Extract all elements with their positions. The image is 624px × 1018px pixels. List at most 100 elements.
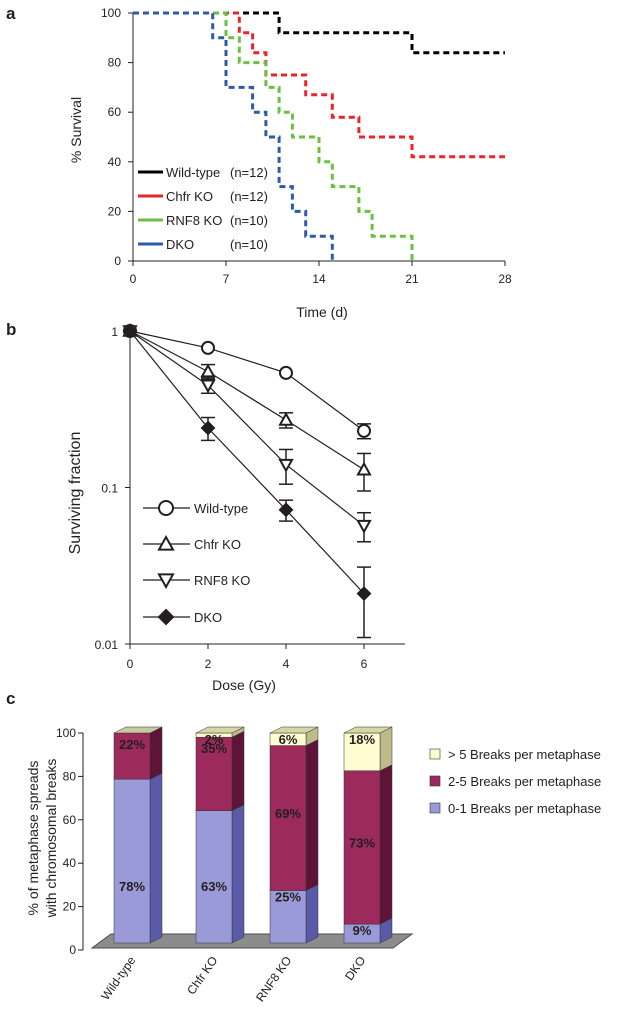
sf-legend-marker-rnf8-ko [157, 573, 175, 590]
breaks-y-tick-label: 20 [63, 900, 77, 914]
sf-x-tick-label: 6 [361, 657, 368, 671]
breaks-y-tick-label: 40 [63, 856, 77, 870]
breaks-pct-label: 22% [119, 737, 145, 752]
sf-point-dko [356, 586, 372, 601]
survival-legend-label: RNF8 KO [166, 213, 222, 228]
sf-x-tick-label: 0 [127, 657, 134, 671]
sf-y-title: Surviving fraction [67, 432, 84, 555]
breaks-floor [90, 933, 414, 949]
panel-b-letter: b [6, 320, 16, 339]
breaks-bar-top [343, 726, 393, 734]
sf-legend-marker-chfr-ko [157, 534, 175, 551]
survival-x-tick-label: 14 [312, 272, 326, 286]
survival-legend-n: (n=12) [230, 189, 268, 204]
survival-y-tick-label: 0 [114, 254, 121, 268]
survival-x-tick-label: 28 [498, 272, 512, 286]
sf-legend-label: Chfr KO [194, 537, 241, 552]
survival-x-tick-label: 0 [130, 272, 137, 286]
survival-y-tick-label: 40 [108, 155, 122, 169]
sf-line-rnf8-ko [129, 330, 365, 527]
breaks-bar-top [113, 726, 163, 734]
chromosomal-breaks-chart: 0 20 40 60 80 100 78% 22% 63% 35%2% 25% 69% 6% 9% 73%… [25, 726, 601, 1004]
breaks-legend-label: 2-5 Breaks per metaphase [448, 774, 601, 789]
breaks-legend-swatch-5-breaks-per-metaphase [429, 748, 441, 760]
breaks-y-tick-label: 100 [56, 726, 76, 740]
sf-point-dko [122, 323, 138, 339]
sf-legend-label: DKO [194, 610, 222, 625]
breaks-bar-side-0-1-breaks-per-metaphase [305, 884, 319, 944]
breaks-category-label: DKO [342, 954, 368, 983]
breaks-y-tick-label: 80 [63, 769, 77, 783]
breaks-pct-label: 18% [349, 732, 375, 747]
sf-legend-label: RNF8 KO [194, 573, 250, 588]
breaks-pct-label: 2% [205, 732, 224, 747]
sf-point-wild-type [357, 423, 371, 438]
survival-line-wild-type [133, 11, 505, 55]
sf-line-chfr-ko [129, 330, 365, 471]
breaks-legend-swatch-0-1-breaks-per-metaphase [429, 802, 441, 814]
breaks-bar-side-0-1-breaks-per-metaphase [231, 804, 245, 944]
survival-line-dko [133, 11, 334, 261]
breaks-category-label: Wild-type [98, 953, 138, 1002]
breaks-bar-chfr-ko-0-1-breaks-per-metaphase [195, 810, 233, 944]
sf-y-tick-label: 0.1 [101, 482, 118, 496]
sf-point-chfr-ko [200, 363, 216, 378]
sf-point-chfr-ko [278, 411, 294, 426]
breaks-category-label: RNF8 KO [253, 954, 294, 1005]
survival-legend-n: (n=10) [230, 213, 268, 228]
breaks-y-title-line1: % of metaphase spreads [25, 761, 41, 916]
survival-legend-label: Wild-type [166, 165, 220, 180]
survival-y-title: % Survival [68, 97, 84, 163]
survival-legend-n: (n=10) [230, 237, 268, 252]
survival-x-title: Time (d) [296, 304, 348, 320]
breaks-bar-side-2-5-breaks-per-metaphase [231, 730, 245, 812]
breaks-bar-side-5-breaks-per-metaphase [379, 726, 393, 772]
survival-y-tick-label: 80 [108, 56, 122, 70]
survival-line-rnf8-ko [133, 11, 414, 261]
sf-point-dko [278, 502, 294, 518]
sf-y-tick-label: 0.01 [95, 638, 119, 652]
panel-c-letter: c [6, 689, 15, 708]
sf-line-wild-type [129, 330, 365, 432]
panel-a-letter: a [6, 4, 16, 23]
sf-point-dko [200, 420, 216, 436]
sf-point-chfr-ko [356, 461, 372, 476]
sf-point-rnf8-ko [200, 379, 216, 394]
survival-legend-n: (n=12) [230, 165, 268, 180]
breaks-legend-label: > 5 Breaks per metaphase [448, 747, 601, 762]
sf-point-wild-type [279, 365, 293, 380]
breaks-pct-label: 69% [275, 806, 301, 821]
survival-y-tick-label: 100 [101, 6, 121, 20]
sf-legend-label: Wild-type [194, 501, 248, 516]
sf-line-dko [129, 330, 365, 595]
survival-y-tick-label: 20 [108, 204, 122, 218]
breaks-category-label: Chfr KO [184, 954, 220, 998]
sf-legend-marker-dko [157, 608, 175, 626]
breaks-bar-rnf8-ko-0-1-breaks-per-metaphase [269, 890, 307, 944]
breaks-legend-label: 0-1 Breaks per metaphase [448, 801, 601, 816]
sf-point-rnf8-ko [356, 519, 372, 534]
sf-x-tick-label: 4 [283, 657, 290, 671]
breaks-legend-swatch-2-5-breaks-per-metaphase [429, 775, 441, 787]
breaks-bar-side-2-5-breaks-per-metaphase [149, 726, 163, 780]
survival-legend-label: Chfr KO [166, 189, 213, 204]
sf-legend-marker-wild-type [158, 500, 174, 516]
breaks-bar-side-0-1-breaks-per-metaphase [149, 772, 163, 944]
breaks-y-title-line2: with chromosomal breaks [43, 759, 59, 919]
breaks-bar-chfr-ko-2-5-breaks-per-metaphase [195, 736, 233, 811]
breaks-pct-label: 73% [349, 835, 375, 850]
breaks-y-tick-label: 0 [69, 943, 76, 957]
breaks-bar-side-2-5-breaks-per-metaphase [305, 739, 319, 891]
breaks-bar-top [269, 726, 319, 734]
breaks-pct-label: 35% [201, 741, 227, 756]
survival-x-tick-label: 21 [405, 272, 419, 286]
breaks-bar-dko-2-5-breaks-per-metaphase [343, 770, 381, 925]
breaks-pct-label: 6% [279, 732, 298, 747]
sf-y-tick-label: 1 [111, 325, 118, 339]
sf-x-title: Dose (Gy) [212, 677, 276, 693]
breaks-bar-side-2-5-breaks-per-metaphase [379, 764, 393, 925]
survival-x-tick-label: 7 [223, 272, 230, 286]
breaks-y-tick-label: 60 [63, 813, 77, 827]
survival-line-chfr-ko [133, 11, 505, 159]
